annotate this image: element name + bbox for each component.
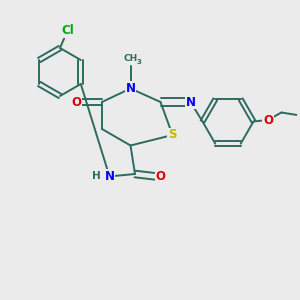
Text: Cl: Cl [61,24,74,37]
Text: CH: CH [123,54,138,63]
Text: O: O [71,95,82,109]
Text: S: S [168,128,177,142]
Text: N: N [125,82,136,95]
Text: H: H [92,171,100,181]
Text: O: O [263,113,273,127]
Text: N: N [104,170,115,183]
Text: O: O [155,170,166,184]
Text: N: N [185,95,196,109]
Text: 3: 3 [136,59,141,65]
